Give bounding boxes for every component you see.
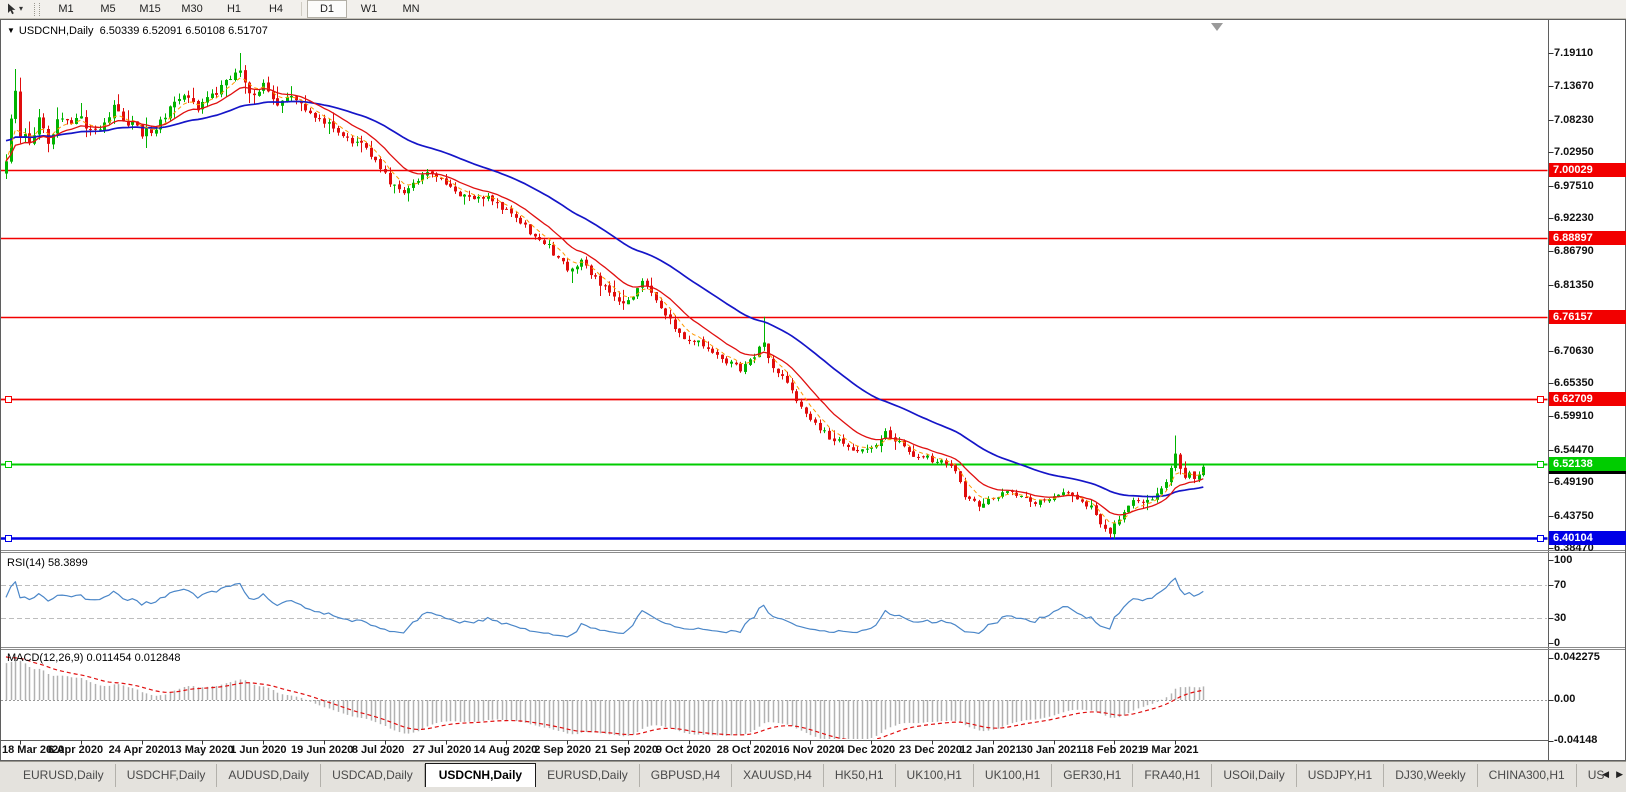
timeframe-button-mn[interactable]: MN [402,3,420,15]
price-axis-tick: 6.97510 [1554,179,1594,192]
rsi-axis-tick: 70 [1554,578,1567,591]
chart-tab-dj30-weekly[interactable]: DJ30,Weekly [1384,764,1478,787]
date-axis-label: 4 Dec 2020 [838,744,896,756]
rsi-indicator-label: RSI(14) 58.3899 [7,557,88,569]
chart-tab-uk100-h1[interactable]: UK100,H1 [974,764,1053,787]
price-axis-tick: 7.13670 [1554,80,1594,93]
macd-values: 0.011454 0.012848 [86,652,181,664]
price-axis-tick: 7.08230 [1554,113,1594,126]
macd-title: MACD(12,26,9) [7,652,84,664]
tabs-scroll-right-icon[interactable]: ▶ [1616,769,1623,779]
timeframe-button-h1[interactable]: H1 [226,3,242,15]
price-line-label-resistance[interactable]: 6.62709 [1549,392,1626,407]
price-axis-tick: 6.86790 [1554,245,1594,258]
price-line-label-support[interactable]: 6.40104 [1549,530,1626,545]
date-axis-label: 2 Sep 2020 [534,744,592,756]
price-axis-tick: 6.59910 [1554,410,1594,423]
chart-tab-audusd-daily[interactable]: AUDUSD,Daily [217,764,322,787]
chart-tab-bar: EURUSD,Daily USDCHF,Daily AUDUSD,Daily USDC… [0,761,1626,792]
collapse-arrow-icon[interactable]: ▼ [7,26,15,35]
dropdown-caret-icon: ▾ [19,4,24,13]
chart-tab-xauusd-h4[interactable]: XAUUSD,H4 [732,764,824,787]
chart-tab-uso[interactable]: USO [1587,768,1604,782]
macd-axis-tick: 0.00 [1554,693,1576,705]
rsi-title: RSI(14) [7,557,45,569]
toolbar-separator [301,2,303,16]
price-axis-tick: 6.38470 [1554,541,1594,554]
chart-tab-china300-h1[interactable]: CHINA300,H1 [1478,764,1577,787]
price-axis-tick: 6.54470 [1554,443,1594,456]
timeframe-button-d1[interactable]: D1 [307,0,348,18]
macd-axis-tick: 0.042275 [1554,650,1600,663]
chart-tabs: EURUSD,Daily USDCHF,Daily AUDUSD,Daily USDC… [0,763,1604,787]
chart-tab-usdchf-daily[interactable]: USDCHF,Daily [116,764,218,787]
timeframe-button-m1[interactable]: M1 [58,3,74,15]
chart-title: ▼ USDCNH,Daily 6.50339 6.52091 6.50108 6.… [7,25,268,37]
rsi-axis-tick: 30 [1554,612,1567,625]
cursor-tool-button[interactable]: ▾ [0,1,29,17]
date-axis-label: 8 Jul 2020 [351,744,405,756]
timeframe-buttons: M1 M5 M15 M30 H1 H4 D1 W1 MN [45,0,432,18]
timeframe-button-h4[interactable]: H4 [268,3,284,15]
chart-tab-usdcad-daily[interactable]: USDCAD,Daily [321,764,425,787]
chart-tab-usdcnh-daily[interactable]: USDCNH,Daily [424,763,537,787]
chart-tab-uk100-h1[interactable]: UK100,H1 [896,764,974,787]
toolbar-grip[interactable] [34,2,41,16]
price-line-label-resistance[interactable]: 7.00029 [1549,163,1626,178]
chart-tab-eurusd-daily[interactable]: EURUSD,Daily [536,764,640,787]
chart-tab-usdjpy-h1[interactable]: USDJPY,H1 [1297,764,1385,787]
date-axis-label: 24 Apr 2020 [108,744,170,756]
timeframe-button-w1[interactable]: W1 [360,3,378,15]
chart-tab-usoil-daily[interactable]: USOil,Daily [1212,764,1297,787]
date-axis-label: 13 May 2020 [169,744,234,756]
price-line-label-support[interactable]: 6.52138 [1549,457,1626,472]
rsi-value: 58.3899 [47,557,88,569]
price-axis-tick: 6.92230 [1554,211,1594,224]
date-axis-label: 12 Jan 2021 [959,744,1022,756]
macd-axis-tick: -0.04148 [1554,734,1598,746]
cursor-icon [8,3,16,15]
price-axis-tick: 6.81350 [1554,278,1594,291]
chart-tab-fra40-h1[interactable]: FRA40,H1 [1133,764,1213,787]
timeframe-button-m15[interactable]: M15 [139,3,161,15]
chart-tab-ger30-h1[interactable]: GER30,H1 [1052,764,1134,787]
date-axis-label: 18 Mar 2020 [2,744,65,756]
date-axis-label: 27 Jul 2020 [412,744,472,756]
date-axis-label: 1 Jun 2020 [230,744,287,756]
date-axis-label: 18 Feb 2021 [1081,744,1144,756]
chart-symbol-period: USDCNH,Daily [18,25,94,37]
date-axis-label: 23 Dec 2020 [899,744,963,756]
chart-tab-hk50-h1[interactable]: HK50,H1 [824,764,896,787]
macd-indicator-label: MACD(12,26,9) 0.011454 0.012848 [7,652,180,664]
date-axis-label: 21 Sep 2020 [595,744,659,756]
date-axis-label: 9 Oct 2020 [655,744,711,756]
chart-tab-eurusd-daily[interactable]: EURUSD,Daily [12,764,116,787]
date-axis-label: 28 Oct 2020 [716,744,778,756]
tabs-scroll-left-icon[interactable]: ◀ [1602,769,1610,779]
date-axis-label: 9 Mar 2021 [1142,744,1199,756]
price-axis-tick: 6.65350 [1554,376,1594,389]
timeframe-toolbar: ▾ M1 M5 M15 M30 H1 H4 D1 W1 MN [0,0,1626,19]
date-axis-label: 19 Jun 2020 [291,744,354,756]
price-axis-tick: 6.43750 [1554,509,1594,522]
timeframe-button-m30[interactable]: M30 [181,3,203,15]
date-axis-label: 16 Nov 2020 [777,744,842,756]
date-axis-label: 30 Jan 2021 [1020,744,1083,756]
price-axis-tick: 7.19110 [1554,47,1594,59]
chart-tab-gbpusd-h4[interactable]: GBPUSD,H4 [640,764,733,787]
rsi-axis-tick: 100 [1554,554,1573,566]
price-axis-tick: 7.02950 [1554,146,1594,159]
rsi-axis-tick: 0 [1554,637,1561,649]
tabs-scroll-buttons: ◀ ▶ [1602,768,1623,780]
price-line-label-resistance[interactable]: 6.88897 [1549,231,1626,246]
date-axis-label: 6 Apr 2020 [47,744,104,756]
chart-ohlc-values: 6.50339 6.52091 6.50108 6.51707 [99,25,268,37]
date-axis-label: 14 Aug 2020 [473,744,538,756]
timeframe-button-m5[interactable]: M5 [100,3,116,15]
price-line-label-resistance[interactable]: 6.76157 [1549,309,1626,324]
price-axis-tick: 6.49190 [1554,476,1594,489]
price-axis-tick: 6.70630 [1554,344,1594,357]
